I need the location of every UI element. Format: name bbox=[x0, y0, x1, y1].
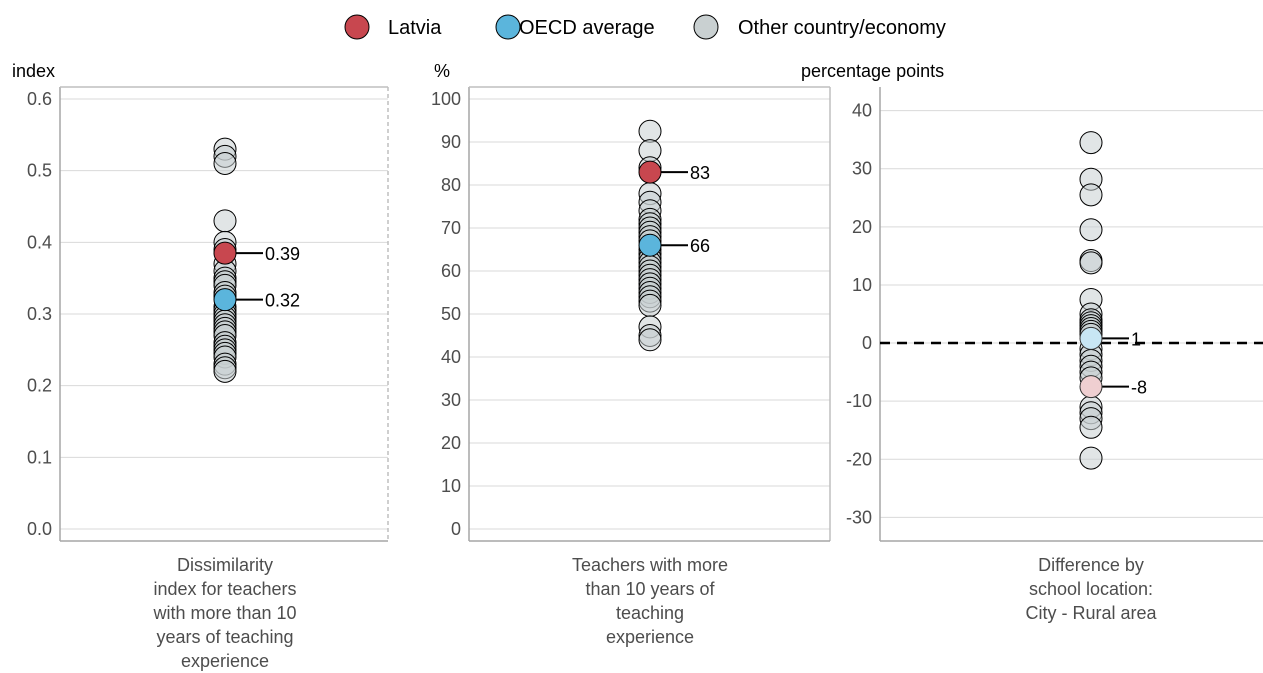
point-oecd-average bbox=[638, 233, 662, 257]
legend-label-other: Other country/economy bbox=[738, 17, 946, 39]
x-axis-label-line: than 10 years of bbox=[585, 579, 715, 599]
point-other-country bbox=[638, 119, 662, 143]
y-tick-label: 80 bbox=[441, 175, 461, 195]
data-label-oecd-average: 1 bbox=[1131, 329, 1141, 349]
y-tick-label: 30 bbox=[852, 159, 872, 179]
legend-marker-oecd bbox=[495, 14, 521, 40]
point-other-country bbox=[1079, 251, 1103, 275]
point-other-country bbox=[1079, 446, 1103, 470]
y-tick-label: 50 bbox=[441, 304, 461, 324]
y-tick-label: 90 bbox=[441, 132, 461, 152]
data-label-latvia: 83 bbox=[690, 163, 710, 183]
unit-label: % bbox=[434, 61, 450, 81]
y-tick-label: 40 bbox=[852, 101, 872, 121]
y-tick-label: 0.1 bbox=[27, 447, 52, 467]
point-oecd-average bbox=[213, 288, 237, 312]
point-other-country bbox=[213, 152, 237, 175]
y-tick-label: 0.2 bbox=[27, 376, 52, 396]
legend-label-latvia: Latvia bbox=[388, 17, 442, 39]
x-axis-label-line: teaching bbox=[616, 603, 684, 623]
unit-label: index bbox=[12, 61, 55, 81]
data-label-oecd-average: 66 bbox=[690, 236, 710, 256]
point-other-country bbox=[1079, 131, 1103, 155]
point-other-country bbox=[638, 328, 662, 352]
chart-panels: 0.0 0.1 0.2 0.3 0.4 0.5 0.6 index Dissimilarity i… bbox=[12, 61, 1263, 671]
data-label-latvia: 0.39 bbox=[265, 244, 300, 264]
x-axis-label-line: with more than 10 bbox=[152, 603, 296, 623]
x-axis-label-line: Dissimilarity bbox=[177, 555, 273, 575]
point-other-country bbox=[1079, 415, 1103, 439]
y-tick-label: 0.5 bbox=[27, 161, 52, 181]
legend-marker-other bbox=[693, 14, 719, 40]
panel-2: 0 10 20 30 40 50 60 70 80 90 100% Teachers with mor… bbox=[431, 61, 831, 647]
y-tick-label: 60 bbox=[441, 261, 461, 281]
panel-3: -30 -20 -10 0 10 20 30 40 percentage points Diffe… bbox=[801, 61, 1263, 623]
unit-label: percentage points bbox=[801, 61, 944, 81]
x-axis-label: Difference by school location: City - Rura… bbox=[1025, 555, 1157, 623]
x-axis-label: Dissimilarity index for teachers with more… bbox=[152, 555, 296, 671]
y-tick-label: 10 bbox=[852, 275, 872, 295]
data-label-oecd-average: 0.32 bbox=[265, 291, 300, 311]
y-tick-label: 0 bbox=[451, 519, 461, 539]
y-tick-label: 20 bbox=[852, 217, 872, 237]
x-axis-label-line: experience bbox=[181, 651, 269, 671]
y-tick-label: -20 bbox=[846, 449, 872, 469]
y-tick-label: -10 bbox=[846, 391, 872, 411]
y-tick-label: 70 bbox=[441, 218, 461, 238]
x-axis-label-line: index for teachers bbox=[153, 579, 296, 599]
point-other-country bbox=[213, 209, 237, 233]
y-tick-label: 0.6 bbox=[27, 89, 52, 109]
y-tick-label: 0.0 bbox=[27, 519, 52, 539]
x-axis-label-line: Teachers with more bbox=[572, 555, 728, 575]
x-axis-label: Teachers with more than 10 years of teachi… bbox=[572, 555, 728, 647]
y-tick-label: 0 bbox=[862, 333, 872, 353]
x-axis-label-line: Difference by bbox=[1038, 555, 1144, 575]
y-tick-label: 0.3 bbox=[27, 304, 52, 324]
y-tick-label: 100 bbox=[431, 89, 461, 109]
x-axis-label-line: years of teaching bbox=[156, 627, 293, 647]
panel-1: 0.0 0.1 0.2 0.3 0.4 0.5 0.6 index Dissimilarity i… bbox=[12, 61, 389, 671]
point-oecd-average bbox=[1079, 326, 1103, 350]
point-other-country bbox=[1079, 183, 1103, 207]
point-other-country bbox=[638, 293, 662, 317]
x-axis-label-line: City - Rural area bbox=[1025, 603, 1157, 623]
legend-marker-latvia bbox=[344, 14, 370, 40]
point-latvia bbox=[213, 241, 237, 265]
x-axis-label-line: experience bbox=[606, 627, 694, 647]
data-label-latvia: -8 bbox=[1131, 378, 1147, 398]
y-tick-label: 40 bbox=[441, 347, 461, 367]
y-tick-label: -30 bbox=[846, 507, 872, 527]
y-tick-label: 10 bbox=[441, 476, 461, 496]
point-other-country bbox=[213, 359, 237, 383]
legend: Latvia OECD average Other country/econom… bbox=[344, 14, 946, 40]
point-other-country bbox=[1079, 218, 1103, 242]
y-tick-label: 0.4 bbox=[27, 232, 52, 252]
y-tick-label: 30 bbox=[441, 390, 461, 410]
point-latvia bbox=[638, 160, 662, 184]
y-tick-label: 20 bbox=[441, 433, 461, 453]
x-axis-label-line: school location: bbox=[1029, 579, 1153, 599]
legend-label-oecd: OECD average bbox=[519, 17, 655, 39]
point-latvia bbox=[1079, 375, 1103, 399]
